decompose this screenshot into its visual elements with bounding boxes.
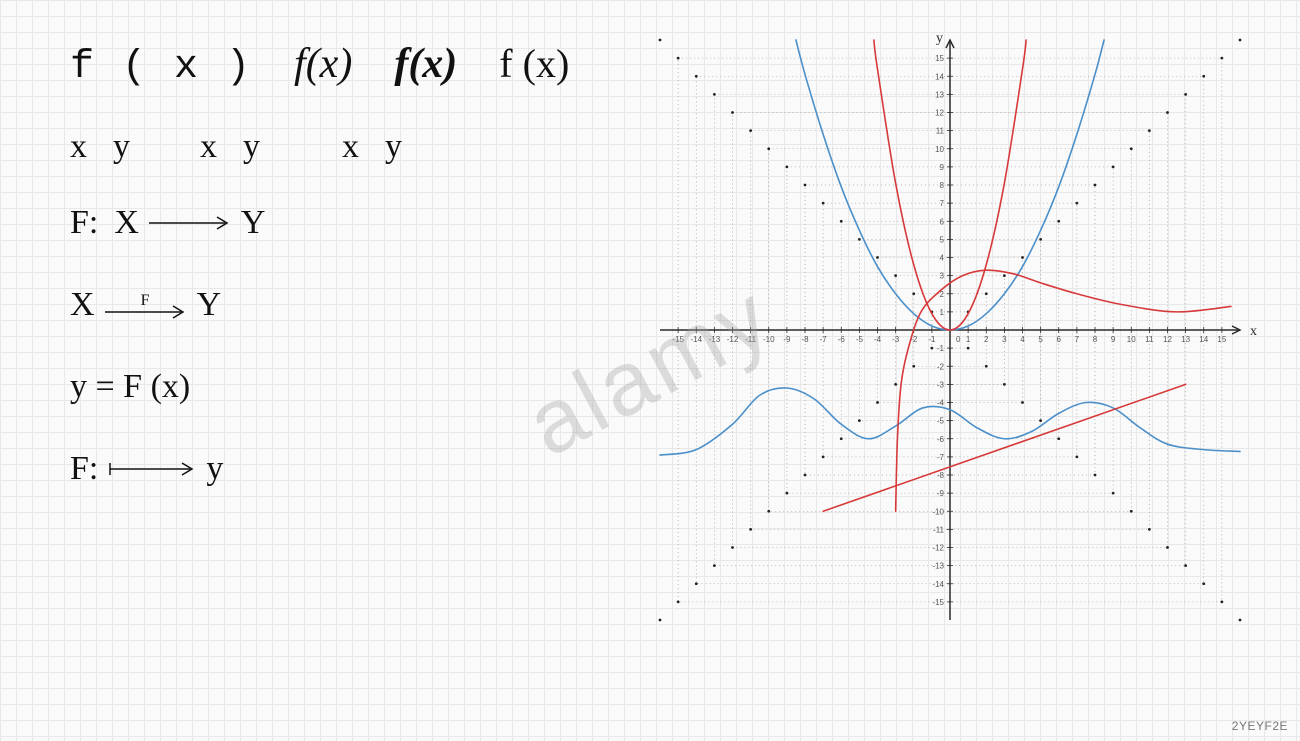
svg-text:-4: -4 (874, 335, 882, 344)
xy-variants-row: x y x y x y (70, 128, 590, 166)
svg-text:11: 11 (1145, 335, 1154, 344)
svg-text:-3: -3 (937, 380, 945, 389)
svg-text:-12: -12 (727, 335, 739, 344)
svg-text:-9: -9 (783, 335, 791, 344)
svg-text:10: 10 (935, 145, 944, 154)
svg-text:3: 3 (1002, 335, 1007, 344)
svg-text:8: 8 (1093, 335, 1098, 344)
svg-text:-15: -15 (672, 335, 684, 344)
fx-variant-2: f(x) (294, 40, 352, 88)
xy-1-x: x (70, 128, 87, 166)
svg-text:-8: -8 (937, 471, 945, 480)
svg-text:-9: -9 (937, 489, 945, 498)
svg-text:-13: -13 (932, 562, 944, 571)
notation-map: F: X Y (70, 204, 590, 242)
notation-column: f ( x ) f(x) f(x) f (x) x y x y x y F: X… (70, 40, 590, 532)
image-id-label: 2YEYF2E (1232, 719, 1288, 733)
mapsto-lhs: F: (70, 450, 98, 488)
svg-text:5: 5 (940, 235, 945, 244)
svg-text:-5: -5 (856, 335, 864, 344)
svg-text:5: 5 (1038, 335, 1043, 344)
fx-variant-4: f (x) (499, 40, 569, 87)
svg-text:1: 1 (940, 308, 945, 317)
arrow-icon (145, 213, 235, 233)
svg-text:-10: -10 (932, 507, 944, 516)
mapover-to: Y (197, 286, 222, 324)
svg-text:7: 7 (940, 199, 945, 208)
svg-text:13: 13 (935, 90, 944, 99)
svg-text:13: 13 (1181, 335, 1190, 344)
arrow-icon (101, 302, 191, 322)
svg-text:10: 10 (1127, 335, 1136, 344)
eq-text: y = F (x) (70, 368, 190, 406)
notation-mapsto: F: y (70, 450, 590, 488)
svg-text:9: 9 (940, 163, 945, 172)
xy-3-x: x (342, 128, 359, 166)
mapsto-to: y (206, 450, 223, 488)
svg-text:-5: -5 (937, 417, 945, 426)
svg-text:-7: -7 (820, 335, 828, 344)
svg-text:-7: -7 (937, 453, 945, 462)
svg-text:-3: -3 (892, 335, 900, 344)
map-lhs: F: (70, 204, 98, 242)
mapsto-arrow-icon (104, 459, 200, 479)
mapover-from: X (70, 286, 95, 324)
svg-text:3: 3 (940, 272, 945, 281)
notation-eq: y = F (x) (70, 368, 590, 406)
svg-text:6: 6 (1057, 335, 1062, 344)
svg-text:-6: -6 (937, 435, 945, 444)
svg-text:14: 14 (1199, 335, 1208, 344)
cartesian-chart: xy-15-14-13-12-11-10-9-8-7-6-5-4-3-2-112… (640, 20, 1260, 640)
map-to: Y (241, 204, 266, 242)
fx-variants-row: f ( x ) f(x) f(x) f (x) (70, 40, 590, 90)
svg-text:-13: -13 (709, 335, 721, 344)
xy-2-x: x (200, 128, 217, 166)
svg-text:15: 15 (935, 54, 944, 63)
fx-variant-1: f ( x ) (70, 45, 252, 90)
svg-text:0: 0 (956, 335, 961, 344)
svg-text:-10: -10 (763, 335, 775, 344)
svg-text:-1: -1 (937, 344, 945, 353)
svg-text:-1: -1 (928, 335, 936, 344)
svg-text:12: 12 (1163, 335, 1172, 344)
svg-text:x: x (1250, 324, 1257, 339)
notation-map-over: X F Y (70, 286, 590, 324)
svg-text:15: 15 (1217, 335, 1226, 344)
svg-text:-6: -6 (838, 335, 846, 344)
svg-text:-15: -15 (932, 598, 944, 607)
xy-1-y: y (113, 128, 130, 166)
svg-text:6: 6 (940, 217, 945, 226)
svg-text:-2: -2 (937, 362, 945, 371)
svg-text:4: 4 (1020, 335, 1025, 344)
svg-text:14: 14 (935, 72, 944, 81)
xy-3-y: y (385, 128, 402, 166)
svg-text:4: 4 (940, 254, 945, 263)
svg-text:-14: -14 (932, 580, 944, 589)
svg-text:12: 12 (935, 109, 944, 118)
svg-text:11: 11 (936, 127, 945, 136)
svg-text:1: 1 (966, 335, 971, 344)
svg-text:-8: -8 (801, 335, 809, 344)
fx-variant-3: f(x) (394, 40, 457, 88)
svg-text:-14: -14 (690, 335, 702, 344)
svg-text:-11: -11 (933, 525, 945, 534)
xy-2-y: y (243, 128, 260, 166)
map-from: X (114, 204, 139, 242)
svg-text:9: 9 (1111, 335, 1116, 344)
svg-text:7: 7 (1075, 335, 1080, 344)
svg-text:-12: -12 (932, 544, 944, 553)
svg-text:-11: -11 (745, 335, 757, 344)
svg-text:2: 2 (984, 335, 989, 344)
svg-text:8: 8 (940, 181, 945, 190)
svg-text:y: y (936, 31, 943, 46)
